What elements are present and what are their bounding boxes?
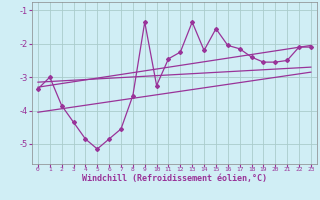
X-axis label: Windchill (Refroidissement éolien,°C): Windchill (Refroidissement éolien,°C) — [82, 174, 267, 183]
